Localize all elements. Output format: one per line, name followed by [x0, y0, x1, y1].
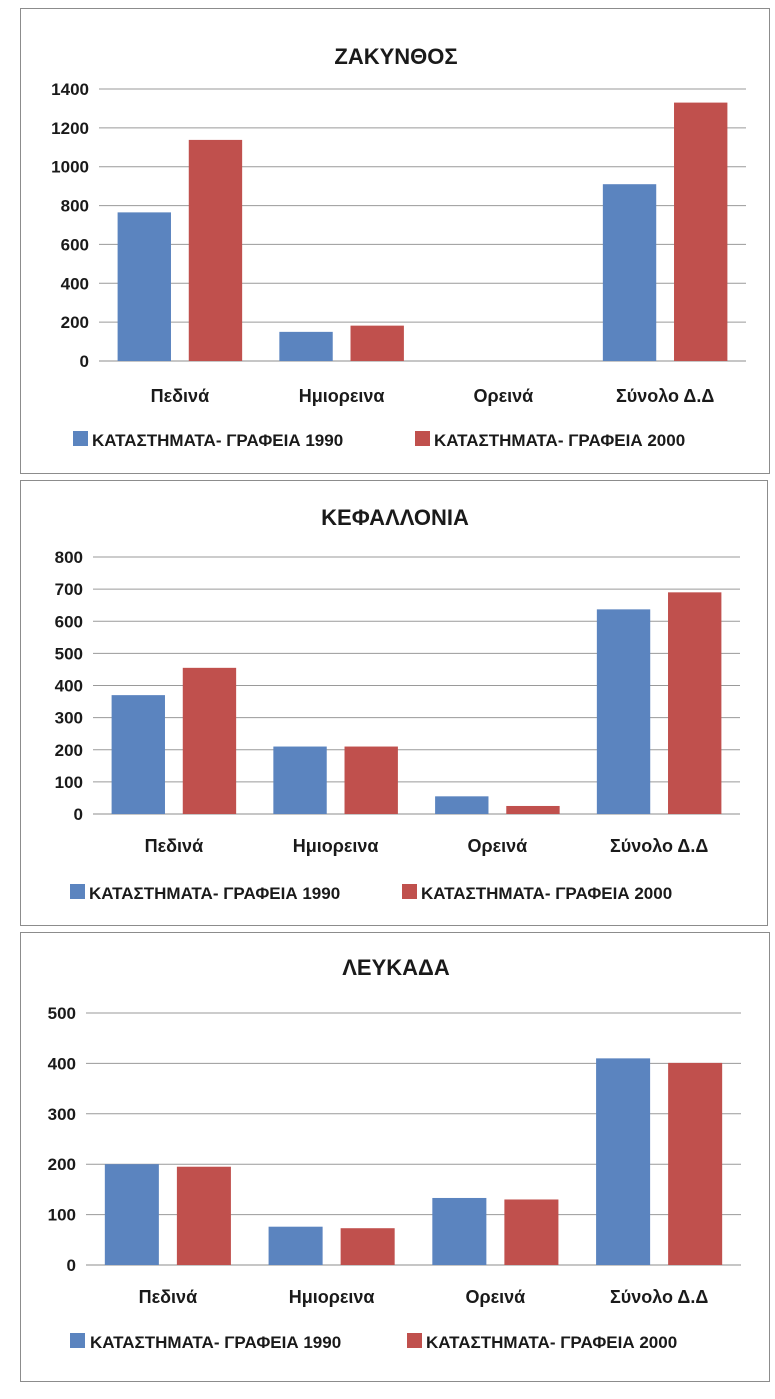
x-category-label: Ορεινά: [467, 836, 527, 856]
y-tick-label: 400: [61, 274, 89, 293]
bar-chart-zakynthos: ΖΑΚΥΝΘΟΣ 0 200 400 600 800 1000 1200 1400 Πεδινά Η…: [51, 44, 746, 450]
x-category-label: Πεδινά: [151, 386, 210, 406]
y-tick-label: 300: [48, 1105, 76, 1124]
y-tick-label: 400: [55, 677, 83, 696]
x-category-label: Σύνολο Δ.Δ: [616, 386, 714, 406]
bar-series-1-3: [602, 184, 657, 361]
y-tick-label: 1200: [51, 119, 89, 138]
bar-series-1-0: [111, 695, 165, 814]
y-tick-label: 1400: [51, 80, 89, 99]
legend-swatch-2: [402, 884, 417, 899]
x-category-label: Πεδινά: [139, 1287, 198, 1307]
y-tick-label: 0: [67, 1256, 76, 1275]
legend-label-2: ΚΑΤΑΣΤΗΜΑΤΑ- ΓΡΑΦΕΙΑ 2000: [421, 884, 672, 903]
bar-series-2-0: [188, 139, 243, 361]
bar-series-2-0: [182, 667, 237, 814]
legend-label-2: ΚΑΤΑΣΤΗΜΑΤΑ- ΓΡΑΦΕΙΑ 2000: [434, 431, 685, 450]
bar-series-1-3: [596, 609, 651, 814]
bar-series-2-3: [668, 1062, 723, 1265]
bar-series-1-2: [435, 796, 489, 814]
y-tick-label: 800: [61, 197, 89, 216]
bar-series-2-2: [504, 1199, 559, 1265]
y-tick-label: 0: [74, 805, 83, 824]
y-tick-label: 200: [55, 741, 83, 760]
chart-title: ΖΑΚΥΝΘΟΣ: [334, 44, 457, 69]
bar-series-2-0: [176, 1166, 231, 1265]
y-tick-label: 300: [55, 709, 83, 728]
x-category-label: Ημιορεινα: [293, 836, 379, 856]
x-category-label: Ορεινά: [465, 1287, 525, 1307]
bar-series-1-1: [279, 331, 333, 361]
legend-swatch-2: [415, 431, 430, 446]
bar-series-2-3: [674, 102, 728, 361]
y-tick-label: 100: [48, 1206, 76, 1225]
bar-series-1-2: [432, 1197, 487, 1265]
y-tick-label: 600: [61, 235, 89, 254]
y-tick-label: 500: [55, 644, 83, 663]
chart-title: ΚΕΦΑΛΛΟΝΙΑ: [321, 505, 469, 530]
bar-series-2-2: [506, 805, 560, 814]
x-category-label: Πεδινά: [145, 836, 204, 856]
y-tick-label: 700: [55, 580, 83, 599]
legend-swatch-1: [70, 884, 85, 899]
y-tick-label: 400: [48, 1054, 76, 1073]
y-tick-label: 800: [55, 548, 83, 567]
y-tick-label: 100: [55, 773, 83, 792]
bar-chart-kefalonia: ΚΕΦΑΛΛΟΝΙΑ 0 100 200 300 400 500 600 700 800 Πεδιν…: [55, 505, 740, 903]
legend-label-1: ΚΑΤΑΣΤΗΜΑΤΑ- ΓΡΑΦΕΙΑ 1990: [89, 884, 340, 903]
chart-title: ΛΕΥΚΑΔΑ: [342, 955, 450, 980]
y-tick-label: 500: [48, 1004, 76, 1023]
chart-panel-zakynthos: ΖΑΚΥΝΘΟΣ 0 200 400 600 800 1000 1200 1400 Πεδινά Η…: [20, 8, 770, 474]
bar-series-2-1: [340, 1228, 395, 1265]
chart-panel-lefkada: ΛΕΥΚΑΔΑ 0 100 200 300 400 500 Πεδινά Ημιορεινα Ορ…: [20, 932, 770, 1382]
legend-label-1: ΚΑΤΑΣΤΗΜΑΤΑ- ΓΡΑΦΕΙΑ 1990: [90, 1333, 341, 1352]
legend-swatch-1: [70, 1333, 85, 1348]
bar-series-2-1: [344, 746, 398, 814]
bar-series-1-0: [117, 212, 171, 361]
legend-label-1: ΚΑΤΑΣΤΗΜΑΤΑ- ΓΡΑΦΕΙΑ 1990: [92, 431, 343, 450]
chart-panel-kefalonia: ΚΕΦΑΛΛΟΝΙΑ 0 100 200 300 400 500 600 700 800 Πεδιν…: [20, 480, 768, 926]
bar-series-2-1: [350, 325, 404, 361]
y-tick-label: 600: [55, 612, 83, 631]
bar-series-1-0: [104, 1164, 159, 1265]
bar-series-1-3: [596, 1058, 651, 1265]
y-tick-label: 200: [48, 1155, 76, 1174]
bar-chart-lefkada: ΛΕΥΚΑΔΑ 0 100 200 300 400 500 Πεδινά Ημιορεινα Ορ…: [48, 955, 741, 1352]
legend-swatch-1: [73, 431, 88, 446]
x-category-label: Ημιορεινα: [289, 1287, 375, 1307]
bar-series-1-1: [273, 746, 327, 814]
x-category-label: Σύνολο Δ.Δ: [610, 1287, 708, 1307]
bar-series-1-1: [268, 1226, 323, 1265]
y-tick-label: 1000: [51, 158, 89, 177]
legend-swatch-2: [407, 1333, 422, 1348]
y-tick-label: 200: [61, 313, 89, 332]
y-tick-label: 0: [80, 352, 89, 371]
x-category-label: Ορεινά: [473, 386, 533, 406]
x-category-label: Ημιορεινα: [299, 386, 385, 406]
legend-label-2: ΚΑΤΑΣΤΗΜΑΤΑ- ΓΡΑΦΕΙΑ 2000: [426, 1333, 677, 1352]
bar-series-2-3: [668, 592, 722, 814]
x-category-label: Σύνολο Δ.Δ: [610, 836, 708, 856]
